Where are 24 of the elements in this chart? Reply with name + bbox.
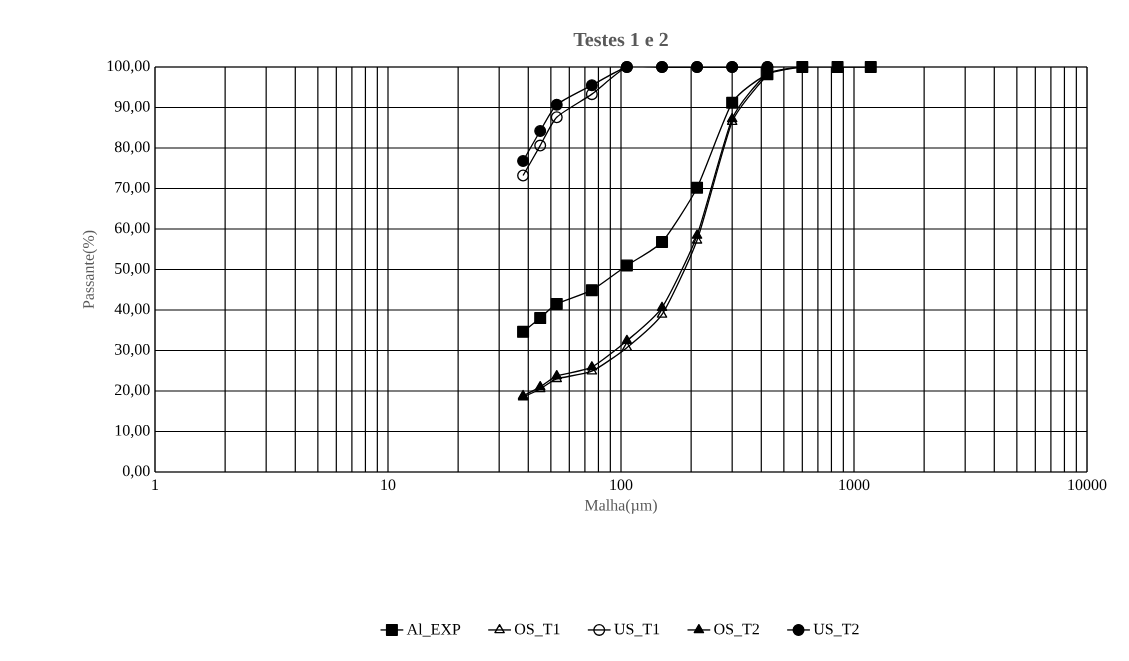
y-tick-label: 100,00 xyxy=(107,60,150,74)
x-tick-label: 10000 xyxy=(1068,479,1107,491)
y-tick-label: 70,00 xyxy=(115,181,150,196)
y-tick-label: 60,00 xyxy=(114,222,150,236)
x-axis-title: Malha(µm) xyxy=(584,499,657,514)
legend-label: Al_EXP xyxy=(406,623,461,637)
legend-label: US_T1 xyxy=(614,623,660,637)
x-tick-label: 10 xyxy=(381,479,396,491)
legend-label: OS_T2 xyxy=(714,623,759,637)
x-tick-label: 1000 xyxy=(839,479,870,491)
y-tick-label: 0,00 xyxy=(122,465,150,479)
y-tick-label: 80,00 xyxy=(114,141,150,155)
y-tick-label: 40,00 xyxy=(114,303,150,317)
x-tick-label: 100 xyxy=(610,479,633,491)
y-tick-label: 20,00 xyxy=(115,384,150,398)
y-tick-label: 10,00 xyxy=(115,424,150,439)
y-axis-title: Passante(%) xyxy=(82,230,98,309)
y-tick-label: 50,00 xyxy=(115,262,150,277)
legend-label: OS_T1 xyxy=(514,623,560,637)
y-tick-label: 30,00 xyxy=(115,343,150,358)
y-tick-label: 90,00 xyxy=(114,100,150,115)
legend-label: US_T2 xyxy=(813,623,859,637)
chart-title: Testes 1 e 2 xyxy=(573,32,668,47)
x-tick-label: 1 xyxy=(152,479,159,490)
